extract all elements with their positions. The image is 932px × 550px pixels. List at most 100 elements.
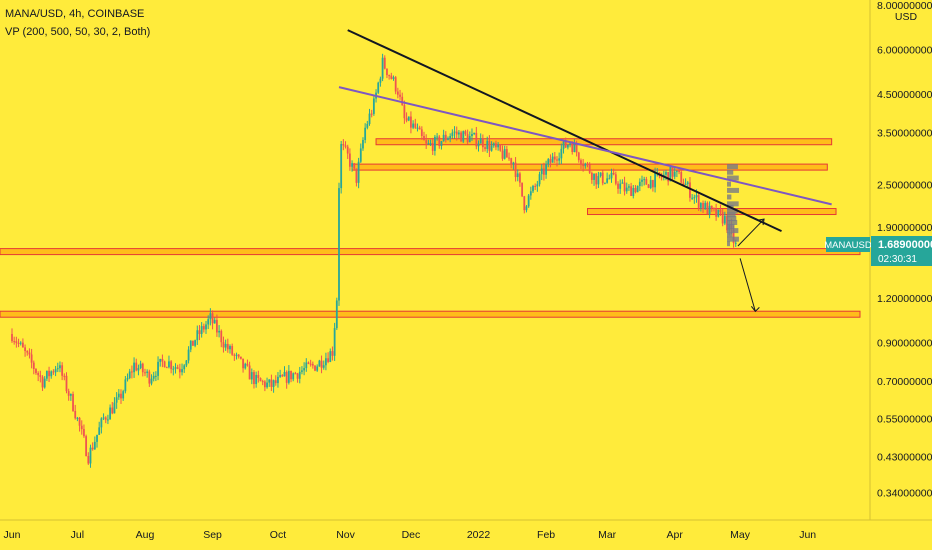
candle-body xyxy=(120,393,122,399)
candle-body xyxy=(647,184,650,188)
candle-body xyxy=(641,179,643,182)
candle-body xyxy=(695,195,698,198)
candle-body xyxy=(560,148,563,159)
y-tick-label: 0.70000000 xyxy=(877,376,932,388)
x-tick-label: 2022 xyxy=(467,529,491,541)
candle-body xyxy=(122,391,125,399)
candle-body xyxy=(218,330,220,333)
candle-body xyxy=(287,370,290,383)
candle-body xyxy=(475,132,478,147)
down-arrow-head xyxy=(750,306,760,313)
candle-body xyxy=(157,361,159,376)
candle-body xyxy=(410,116,412,128)
candle-body xyxy=(216,319,218,333)
candle-body xyxy=(553,156,556,160)
x-tick-label: Nov xyxy=(336,529,355,541)
candle-body xyxy=(527,195,530,207)
candle-body xyxy=(115,397,118,403)
candle-body xyxy=(643,179,646,181)
y-tick-label: 0.55000000 xyxy=(877,413,932,425)
candle-body xyxy=(723,215,726,224)
candle-body xyxy=(499,144,502,151)
candle-body xyxy=(606,178,609,183)
candle-body xyxy=(536,184,539,187)
candle-body xyxy=(386,68,388,76)
y-tick-label: 0.90000000 xyxy=(877,337,932,349)
candle-body xyxy=(15,341,18,343)
candle-body xyxy=(327,358,329,362)
candle-body xyxy=(35,368,37,374)
candle-body xyxy=(608,178,611,180)
candle-body xyxy=(338,188,340,301)
candle-body xyxy=(41,376,44,388)
candle-body xyxy=(76,417,79,419)
candle-body xyxy=(161,358,164,362)
candle-body xyxy=(78,417,81,426)
candle-body xyxy=(423,135,425,141)
candle-body xyxy=(693,197,696,199)
candle-body xyxy=(85,436,88,457)
candle-body xyxy=(50,371,53,377)
candle-body xyxy=(490,145,493,151)
candle-body xyxy=(455,131,458,135)
candle-body xyxy=(684,183,687,185)
candle-body xyxy=(571,143,574,152)
candle-body xyxy=(266,382,268,388)
candle-body xyxy=(569,143,571,145)
candle-body xyxy=(447,138,449,140)
candle-body xyxy=(416,127,419,129)
candle-body xyxy=(405,118,408,121)
candle-body xyxy=(479,138,482,144)
candle-body xyxy=(619,183,622,189)
candle-body xyxy=(37,373,40,376)
candle-body xyxy=(303,368,306,371)
candle-body xyxy=(21,342,24,348)
candle-body xyxy=(512,162,515,165)
last-price-value: 1.68900000 xyxy=(878,239,932,251)
candle-body xyxy=(503,149,506,159)
candle-body xyxy=(680,172,683,183)
candle-body xyxy=(734,242,737,244)
last-price-badge: MANAUSD 1.68900000 02:30:31 xyxy=(824,236,932,266)
candle-body xyxy=(111,407,114,414)
candle-body xyxy=(529,191,532,196)
candle-body xyxy=(309,363,312,365)
candle-body xyxy=(462,131,465,142)
candle-body xyxy=(586,163,589,165)
candle-body xyxy=(691,197,694,199)
candle-body xyxy=(625,187,628,192)
trendline xyxy=(338,86,832,206)
candle-body xyxy=(362,139,364,149)
candle-body xyxy=(652,180,654,188)
candle-body xyxy=(686,182,689,184)
candle-body xyxy=(318,360,321,367)
candle-body xyxy=(715,208,718,217)
y-tick-label: 0.34000000 xyxy=(877,488,932,500)
currency-label: USD xyxy=(895,11,918,23)
candle-body xyxy=(253,372,255,385)
candle-body xyxy=(307,362,310,364)
candle-body xyxy=(420,129,423,136)
candle-body xyxy=(599,172,602,177)
volume-profile-bar xyxy=(727,219,738,225)
candle-body xyxy=(390,75,393,79)
price-series xyxy=(11,53,737,468)
candle-body xyxy=(702,202,704,210)
candle-body xyxy=(290,370,292,380)
candle-body xyxy=(505,149,508,158)
candle-body xyxy=(69,394,72,396)
candle-body xyxy=(32,362,35,369)
candle-body xyxy=(551,156,554,163)
candle-body xyxy=(292,373,295,380)
candle-body xyxy=(440,141,443,146)
candle-body xyxy=(593,173,595,180)
candle-body xyxy=(392,77,395,79)
support-resistance-zone xyxy=(375,138,833,146)
volume-profile-bar xyxy=(727,232,733,238)
candle-body xyxy=(67,391,70,396)
candle-body xyxy=(547,159,550,165)
candle-body xyxy=(514,162,517,178)
candle-body xyxy=(538,174,541,185)
